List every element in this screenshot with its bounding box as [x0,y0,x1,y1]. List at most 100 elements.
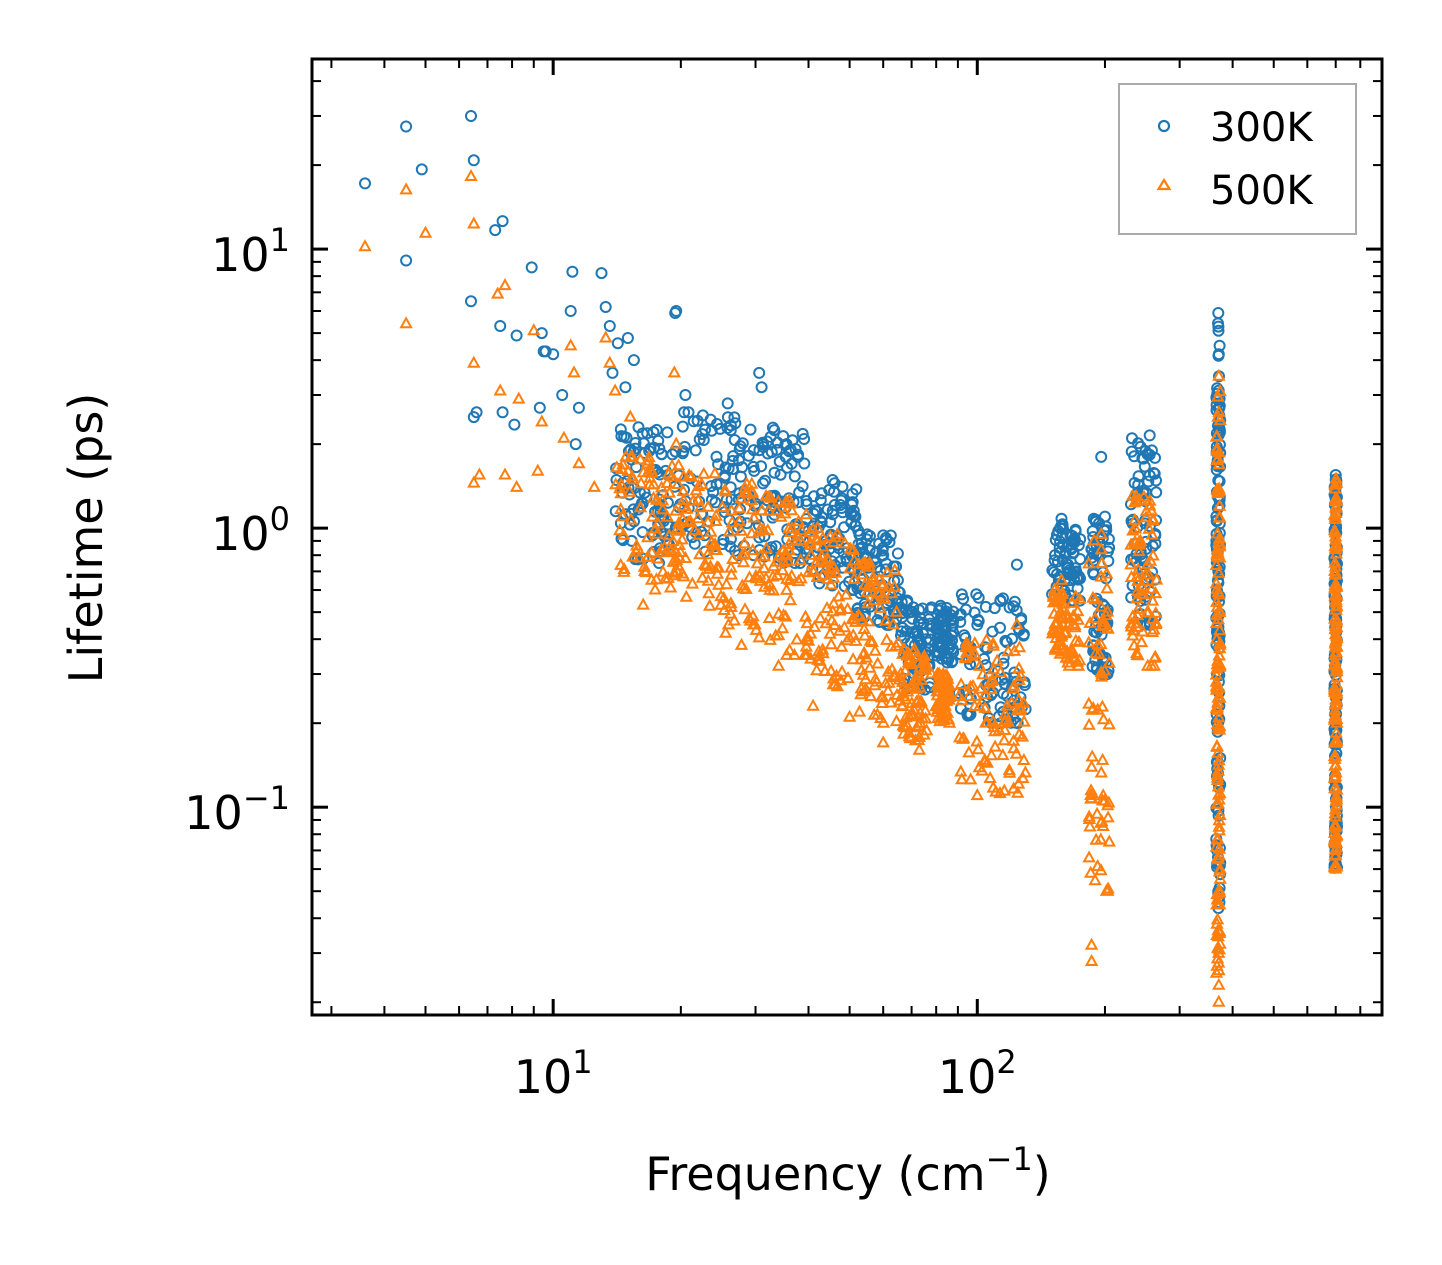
data-point-300k [647,426,660,439]
data-point-300k [508,418,521,431]
data-point-500k [952,730,967,743]
data-point-500k [1212,994,1226,1007]
data-point-500k [810,663,824,676]
data-point-500k [867,593,881,606]
data-point-500k [1145,593,1160,606]
data-point-300k [891,547,904,560]
data-point-500k [1072,653,1087,666]
data-point-500k [1096,712,1111,725]
data-point-300k [1213,339,1226,352]
data-point-300k [769,540,782,553]
data-point-500k [830,527,844,540]
data-point-500k [846,542,860,555]
data-point-500k [1148,649,1163,662]
data-point-500k [1210,582,1224,595]
data-point-500k [1328,559,1343,572]
data-point-300k [689,444,702,457]
data-point-500k [1084,787,1098,800]
data-point-500k [745,502,759,515]
data-point-300k [828,477,841,490]
data-point-500k [1213,623,1227,636]
data-point-500k [912,742,926,755]
data-point-300k [784,443,797,456]
data-point-500k [1095,555,1109,568]
data-point-500k [661,466,676,479]
data-point-500k [816,530,830,543]
data-point-500k [1102,655,1116,668]
data-point-500k [771,658,786,671]
data-point-500k [873,600,887,613]
data-point-300k [721,411,734,424]
data-point-500k [1136,624,1150,637]
data-point-500k [1088,592,1102,605]
data-point-300k [623,518,636,531]
legend-marker-500k [1156,177,1172,191]
data-point-500k [714,597,728,610]
data-point-500k [1328,529,1343,542]
data-point-500k [666,554,680,567]
data-point-500k [794,523,808,536]
data-point-300k [1212,324,1225,337]
data-point-500k [634,476,648,489]
data-point-500k [800,616,814,629]
data-point-500k [1100,581,1114,594]
data-point-500k [1012,640,1027,653]
data-point-300k [609,505,622,518]
data-point-300k [467,154,480,167]
data-point-500k [615,461,629,474]
data-point-500k [1147,658,1161,671]
data-point-500k [854,662,869,675]
data-point-300k [572,401,585,414]
data-point-300k [914,618,927,631]
data-point-500k [997,733,1011,746]
data-point-500k [1094,863,1108,876]
data-point-300k [1010,558,1023,571]
data-point-300k [755,381,768,394]
data-point-300k [705,493,718,506]
data-point-500k [963,772,978,785]
data-point-500k [1052,591,1066,604]
data-point-500k [1329,532,1343,545]
data-point-500k [660,509,674,522]
data-point-500k [1012,673,1026,686]
data-point-300k [933,639,946,652]
data-point-500k [1147,622,1161,635]
data-point-500k [1015,729,1030,742]
data-point-500k [966,678,980,691]
data-point-500k [1066,644,1080,657]
data-point-500k [1213,861,1227,874]
data-point-500k [1141,567,1156,580]
data-point-500k [955,772,969,785]
data-point-300k [736,461,749,474]
data-point-500k [1210,428,1224,441]
data-point-300k [972,591,985,604]
data-point-500k [889,604,904,617]
data-point-500k [1209,615,1224,628]
data-point-500k [744,493,759,506]
data-point-500k [1210,770,1225,783]
data-point-300k [1139,445,1152,457]
data-point-300k [1212,307,1225,319]
data-point-500k [1130,647,1144,660]
data-point-500k [1124,557,1138,570]
data-point-500k [881,664,896,677]
data-point-300k [997,657,1010,670]
data-point-500k [1094,599,1108,612]
data-point-300k [895,596,908,609]
data-point-300k [838,521,851,534]
data-point-500k [1328,781,1342,794]
data-point-500k [846,652,860,665]
data-point-300k [890,560,903,573]
legend-box [1118,83,1357,235]
plot-frame [310,57,1384,1017]
data-point-300k [785,457,798,470]
data-point-500k [645,509,660,522]
data-point-500k [1000,698,1014,711]
data-point-500k [1144,581,1159,594]
data-point-500k [989,784,1003,797]
data-point-300k [632,421,645,434]
data-point-500k [1082,635,1096,648]
data-point-500k [1209,965,1224,978]
data-point-300k [932,621,945,634]
data-point-500k [646,490,661,503]
